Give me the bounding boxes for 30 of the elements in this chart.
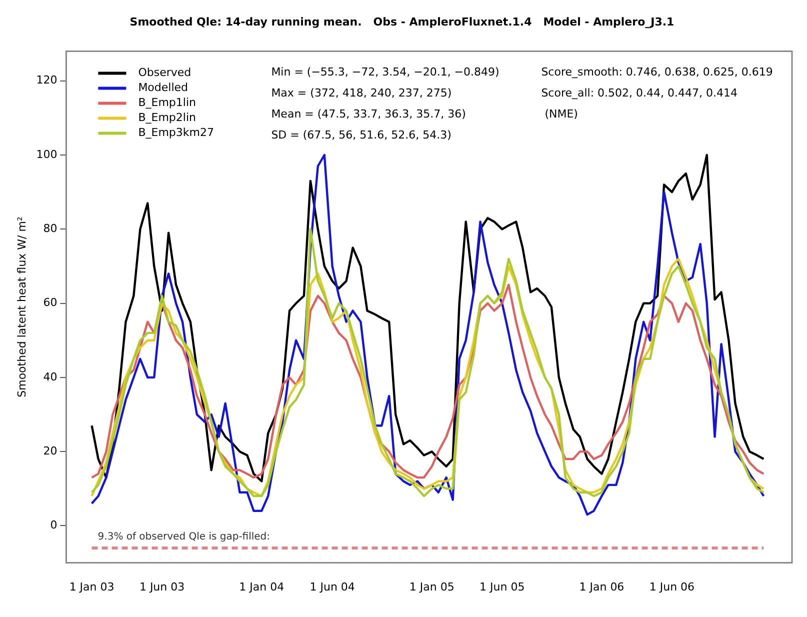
legend-label: Observed	[138, 66, 192, 80]
y-tick-label: 0	[50, 518, 58, 532]
x-tick-label: 1 Jan 06	[579, 580, 624, 594]
y-axis-title: Smoothed latent heat flux W/ m²	[15, 216, 28, 398]
annotation: Mean = (47.5, 33.7, 36.3, 35.7, 36)	[271, 108, 466, 121]
y-tick-label: 80	[43, 222, 58, 236]
annotation: Max = (372, 418, 240, 237, 275)	[271, 86, 452, 100]
y-tick-label: 120	[36, 74, 58, 87]
annotation: Score_all: 0.502, 0.44, 0.447, 0.414	[541, 86, 738, 100]
x-tick-label: 1 Jan 03	[69, 580, 114, 594]
legend-label: B_Emp1lin	[138, 96, 196, 110]
annotation: SD = (67.5, 56, 51.6, 52.6, 54.3)	[271, 128, 452, 142]
x-tick-label: 1 Jan 04	[239, 580, 284, 594]
y-tick-label: 100	[36, 148, 58, 161]
x-tick-label: 1 Jun 04	[310, 580, 355, 594]
annotation: Score_smooth: 0.746, 0.638, 0.625, 0.619	[541, 66, 773, 79]
legend-label: Modelled	[138, 81, 188, 94]
legend-label: B_Emp3km27	[138, 126, 214, 140]
chart-title: Smoothed Qle: 14-day running mean. Obs - AmpleroFluxnet.1.4 Model - Amplero_J3.1	[130, 15, 674, 28]
annotation: (NME)	[541, 108, 578, 121]
y-tick-label: 40	[43, 370, 58, 384]
annotation: Min = (−55.3, −72, 3.54, −20.1, −0.849)	[271, 66, 500, 79]
x-tick-label: 1 Jun 03	[139, 580, 185, 594]
x-tick-label: 1 Jun 06	[649, 580, 695, 594]
ref-line-label: 9.3% of observed Qle is gap-filled:	[98, 532, 270, 543]
legend-label: B_Emp2lin	[138, 111, 196, 124]
y-tick-label: 60	[43, 296, 58, 310]
y-tick-label: 20	[43, 444, 58, 458]
x-tick-label: 1 Jun 05	[480, 580, 525, 594]
x-tick-label: 1 Jan 05	[409, 580, 454, 594]
